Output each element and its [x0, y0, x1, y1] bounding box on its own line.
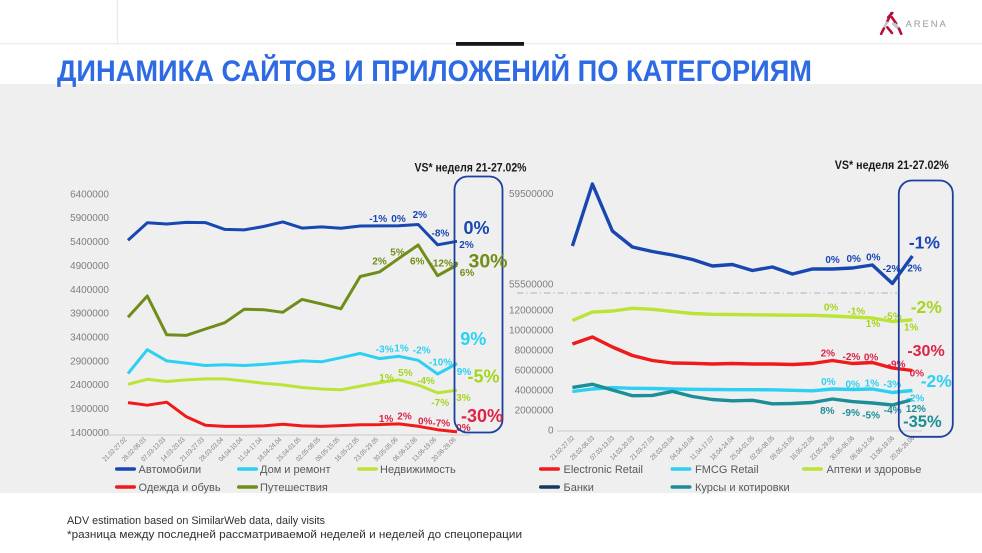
svg-text:0%: 0%: [821, 377, 836, 388]
svg-text:6400000: 6400000: [70, 189, 109, 200]
svg-text:4000000: 4000000: [515, 386, 554, 397]
svg-text:12%: 12%: [906, 404, 926, 415]
svg-text:Electronic Retail: Electronic Retail: [564, 464, 643, 476]
svg-text:*разница между последней рассм: *разница между последней рассматриваемой…: [67, 529, 522, 541]
svg-text:Банки: Банки: [564, 482, 594, 494]
svg-text:10000000: 10000000: [509, 326, 554, 337]
svg-text:-9%: -9%: [842, 408, 860, 419]
svg-text:Аптеки и здоровье: Аптеки и здоровье: [827, 464, 922, 476]
svg-text:-30%: -30%: [461, 406, 503, 426]
svg-text:2%: 2%: [413, 210, 428, 221]
svg-text:5900000: 5900000: [70, 213, 109, 224]
svg-text:1400000: 1400000: [70, 428, 109, 439]
svg-text:0%: 0%: [866, 252, 881, 263]
svg-text:0%: 0%: [864, 353, 879, 364]
svg-text:59500000: 59500000: [509, 189, 554, 200]
svg-text:0%: 0%: [824, 303, 839, 314]
svg-text:1%: 1%: [379, 414, 394, 425]
svg-text:2%: 2%: [459, 240, 474, 251]
svg-text:5%: 5%: [390, 247, 405, 258]
svg-text:3900000: 3900000: [70, 309, 109, 320]
svg-text:-8%: -8%: [432, 228, 450, 239]
svg-text:1%: 1%: [379, 373, 394, 384]
svg-text:ADV estimation based on Simila: ADV estimation based on SimilarWeb data,…: [67, 515, 325, 527]
svg-text:8000000: 8000000: [515, 346, 554, 357]
svg-text:3%: 3%: [456, 393, 471, 404]
svg-text:2%: 2%: [397, 412, 412, 423]
svg-text:9%: 9%: [457, 367, 472, 378]
svg-text:5%: 5%: [398, 368, 413, 379]
svg-text:-5%: -5%: [862, 410, 880, 421]
svg-text:-2%: -2%: [883, 264, 901, 275]
svg-text:FMCG Retail: FMCG Retail: [695, 464, 759, 476]
svg-text:-2%: -2%: [911, 297, 943, 317]
svg-text:0: 0: [548, 426, 554, 437]
svg-text:-35%: -35%: [903, 413, 942, 431]
svg-text:2000000: 2000000: [515, 406, 554, 417]
svg-text:-4%: -4%: [417, 376, 435, 387]
svg-text:VS* неделя 21-27.02%: VS* неделя 21-27.02%: [835, 158, 949, 172]
svg-text:0%: 0%: [463, 218, 489, 238]
svg-text:-5%: -5%: [884, 312, 902, 323]
svg-text:Дом и ремонт: Дом и ремонт: [260, 464, 331, 476]
svg-text:VS* неделя 21-27.02%: VS* неделя 21-27.02%: [415, 161, 527, 175]
svg-text:ДИНАМИКА САЙТОВ И ПРИЛОЖЕНИЙ П: ДИНАМИКА САЙТОВ И ПРИЛОЖЕНИЙ ПО КАТЕГОРИ…: [57, 54, 812, 88]
svg-text:-1%: -1%: [909, 232, 941, 252]
svg-text:-7%: -7%: [431, 398, 449, 409]
svg-text:12000000: 12000000: [509, 306, 554, 317]
svg-text:2900000: 2900000: [70, 356, 109, 367]
svg-text:-4%: -4%: [884, 405, 902, 416]
svg-text:4900000: 4900000: [70, 261, 109, 272]
svg-text:6000000: 6000000: [515, 366, 554, 377]
svg-text:Недвижимость: Недвижимость: [380, 464, 456, 476]
svg-text:4400000: 4400000: [70, 285, 109, 296]
svg-text:-2%: -2%: [843, 352, 861, 363]
svg-text:-9%: -9%: [888, 360, 906, 371]
svg-text:-2%: -2%: [907, 393, 925, 404]
svg-text:3400000: 3400000: [70, 333, 109, 344]
svg-text:55500000: 55500000: [509, 279, 554, 290]
svg-text:-10%: -10%: [429, 358, 452, 369]
svg-text:2%: 2%: [372, 257, 387, 268]
svg-text:-3%: -3%: [376, 345, 394, 356]
svg-text:0%: 0%: [456, 423, 471, 434]
svg-text:0%: 0%: [846, 254, 861, 265]
svg-text:1900000: 1900000: [70, 404, 109, 415]
svg-text:1%: 1%: [865, 379, 880, 390]
svg-text:2400000: 2400000: [70, 380, 109, 391]
svg-text:9%: 9%: [460, 329, 486, 349]
svg-text:0%: 0%: [845, 379, 860, 390]
svg-text:0%: 0%: [825, 255, 840, 266]
svg-text:-30%: -30%: [907, 343, 944, 360]
svg-text:0%: 0%: [391, 214, 406, 225]
svg-text:ARENA: ARENA: [906, 19, 948, 30]
svg-text:2%: 2%: [907, 264, 922, 275]
svg-text:5400000: 5400000: [70, 237, 109, 248]
svg-text:-1%: -1%: [369, 214, 387, 225]
svg-text:Путешествия: Путешествия: [260, 482, 328, 494]
svg-text:Автомобили: Автомобили: [139, 464, 202, 476]
svg-text:8%: 8%: [820, 406, 835, 417]
svg-text:30%: 30%: [468, 251, 507, 273]
svg-text:Курсы и котировки: Курсы и котировки: [695, 482, 790, 494]
svg-text:-2%: -2%: [921, 371, 953, 391]
svg-text:0%: 0%: [910, 369, 925, 380]
svg-text:-12%: -12%: [430, 258, 453, 269]
svg-text:Одежда и обувь: Одежда и обувь: [139, 482, 221, 494]
svg-text:6%: 6%: [460, 268, 475, 279]
svg-text:-7%: -7%: [432, 419, 450, 430]
svg-text:1%: 1%: [394, 343, 409, 354]
svg-text:-5%: -5%: [467, 366, 499, 386]
svg-text:-1%: -1%: [847, 307, 865, 318]
svg-text:0%: 0%: [418, 416, 433, 427]
svg-text:6%: 6%: [410, 257, 425, 268]
svg-text:1%: 1%: [904, 322, 919, 333]
svg-text:-3%: -3%: [883, 379, 901, 390]
svg-text:2%: 2%: [821, 349, 836, 360]
svg-text:1%: 1%: [866, 319, 881, 330]
svg-text:-2%: -2%: [413, 346, 431, 357]
